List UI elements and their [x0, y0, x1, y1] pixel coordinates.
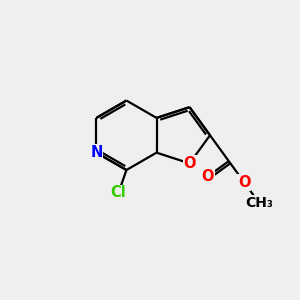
Text: O: O — [238, 175, 250, 190]
Text: O: O — [183, 156, 196, 171]
Text: Cl: Cl — [111, 185, 126, 200]
Text: CH₃: CH₃ — [245, 196, 273, 209]
Text: N: N — [90, 145, 103, 160]
Text: O: O — [201, 169, 214, 184]
